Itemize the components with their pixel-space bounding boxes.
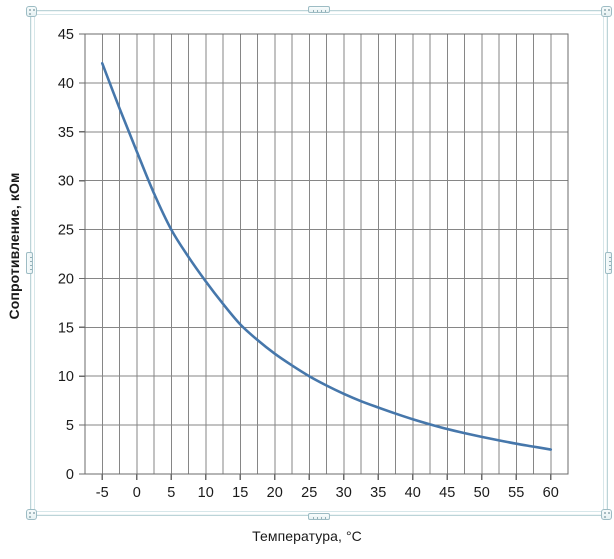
resize-handle-top-left[interactable] [26,6,37,17]
resize-handle-bottom-right[interactable] [601,509,612,520]
chart-inner-border [34,14,604,512]
y-axis-title: Сопротивление, кОм [6,172,22,320]
resize-handle-middle-left[interactable] [26,252,33,274]
resize-handle-bottom-center[interactable] [308,513,330,520]
resize-handle-top-right[interactable] [601,6,612,17]
x-axis-title: Температура, °C [252,528,362,544]
resize-handle-top-center[interactable] [308,6,330,13]
resize-handle-bottom-left[interactable] [26,509,37,520]
chart-object[interactable] [26,6,612,520]
resize-handle-middle-right[interactable] [605,252,612,274]
